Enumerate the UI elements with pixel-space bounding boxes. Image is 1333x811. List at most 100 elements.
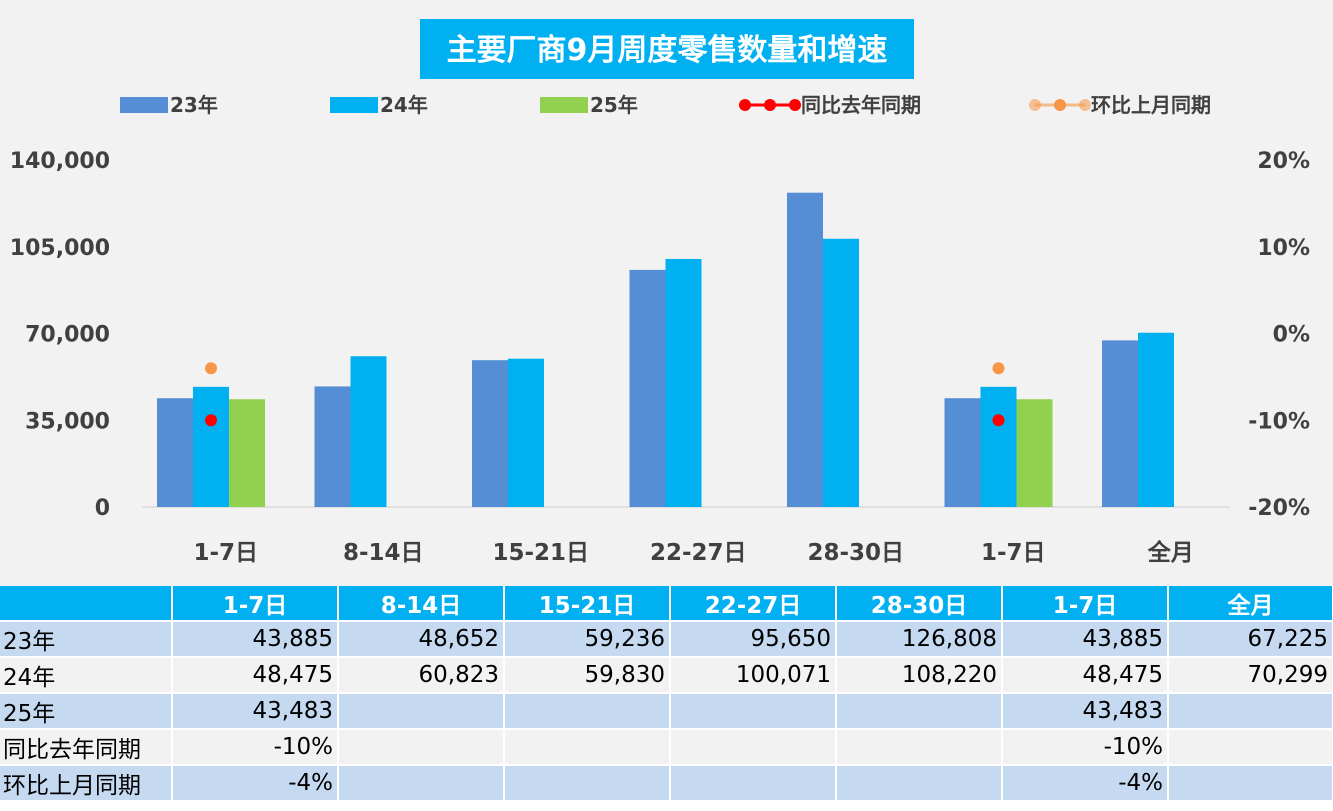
legend-marker (764, 99, 776, 111)
table-cell: 48,475 (172, 657, 339, 694)
table-cell (504, 729, 671, 766)
table-cell: 67,225 (1168, 621, 1333, 658)
table-cell: 126,808 (836, 621, 1003, 658)
legend-marker (1054, 99, 1066, 111)
legend-label: 24年 (380, 93, 428, 117)
table-corner-cell (0, 586, 173, 622)
chart-title: 主要厂商9月周度零售数量和增速 (447, 33, 888, 68)
table-cell (670, 693, 837, 730)
line-point (992, 362, 1005, 375)
table-cell: 59,830 (504, 657, 671, 694)
table-header-cell: 全月 (1168, 586, 1333, 622)
bar (193, 386, 229, 507)
legend-marker (1079, 99, 1091, 111)
bar (314, 386, 351, 507)
bar (665, 258, 702, 507)
table-cell (670, 765, 837, 802)
bar (944, 398, 981, 507)
table-cell: -10% (172, 729, 339, 766)
bar (1138, 332, 1174, 507)
right-axis-tick-label: 20% (1257, 149, 1310, 174)
table-cell (1168, 729, 1333, 766)
table-cell: 48,475 (1002, 657, 1169, 694)
legend-swatch (330, 97, 378, 113)
left-axis-tick-label: 35,000 (25, 409, 110, 434)
table-cell (338, 729, 505, 766)
table-header-row: 1-7日 8-14日 15-21日 22-27日 28-30日 1-7日 全月 (0, 586, 1333, 622)
table-cell: 43,483 (1002, 693, 1169, 730)
right-axis-tick-label: -20% (1248, 496, 1310, 521)
right-axis-tick-label: 10% (1257, 236, 1310, 261)
table-header-cell: 28-30日 (836, 586, 1003, 622)
legend-label: 同比去年同期 (801, 93, 921, 117)
table-header-cell: 1-7日 (1002, 586, 1169, 622)
table-header-cell: 15-21日 (504, 586, 671, 622)
table-cell: 43,483 (172, 693, 339, 730)
table-cell: -4% (172, 765, 339, 802)
left-axis: 0 35,000 70,000 105,000 140,000 (10, 149, 110, 521)
table-cell (504, 765, 671, 802)
legend-swatch (120, 97, 168, 113)
bar (629, 269, 666, 507)
table-cell (836, 693, 1003, 730)
table-row: 同比去年同期 -10% -10% (0, 729, 1333, 766)
table-row: 24年 48,475 60,823 59,830 100,071 108,220 48,47… (0, 657, 1333, 694)
legend-swatch (540, 97, 588, 113)
category-label: 22-27日 (650, 540, 747, 566)
bar (472, 360, 508, 507)
bar (508, 358, 544, 507)
legend-marker (739, 99, 751, 111)
right-axis-tick-label: 0% (1273, 323, 1310, 348)
right-axis: -20% -10% 0% 10% 20% (1248, 149, 1310, 521)
left-axis-tick-label: 0 (95, 496, 110, 521)
table-cell: 60,823 (338, 657, 505, 694)
table-cell (338, 765, 505, 802)
legend-label: 25年 (590, 93, 638, 117)
table-cell: 43,885 (1002, 621, 1169, 658)
right-axis-tick-label: -10% (1248, 409, 1310, 434)
bar (980, 386, 1017, 507)
table-cell (670, 729, 837, 766)
points (205, 362, 1005, 427)
table-row-label: 24年 (0, 657, 173, 694)
table-cell: 48,652 (338, 621, 505, 658)
legend-marker (789, 99, 801, 111)
table-cell (338, 693, 505, 730)
table-header-cell: 22-27日 (670, 586, 837, 622)
category-label: 15-21日 (492, 540, 589, 566)
table-cell: 59,236 (504, 621, 671, 658)
table-row: 25年 43,483 43,483 (0, 693, 1333, 730)
table-cell (504, 693, 671, 730)
table-row-label: 25年 (0, 693, 173, 730)
left-axis-tick-label: 105,000 (10, 236, 110, 261)
table-row-label: 23年 (0, 621, 173, 658)
table-cell (1168, 693, 1333, 730)
table-cell: -4% (1002, 765, 1169, 802)
legend-label: 环比上月同期 (1091, 93, 1211, 117)
table-cell: 95,650 (670, 621, 837, 658)
table-row: 23年 43,885 48,652 59,236 95,650 126,808 43,885… (0, 621, 1333, 658)
bar (787, 192, 823, 507)
table-header-cell: 1-7日 (172, 586, 339, 622)
category-label: 8-14日 (343, 540, 424, 566)
legend-marker (1029, 99, 1041, 111)
table-row: 环比上月同期 -4% -4% (0, 765, 1333, 802)
category-label: 1-7日 (193, 540, 258, 566)
line-point (992, 414, 1005, 427)
table-cell: 43,885 (172, 621, 339, 658)
bar (823, 238, 859, 508)
bar (1016, 399, 1053, 507)
left-axis-tick-label: 70,000 (25, 323, 110, 348)
legend-label: 23年 (170, 93, 218, 117)
bar (157, 398, 193, 507)
table-header-cell: 8-14日 (338, 586, 505, 622)
bar (229, 399, 265, 507)
category-label: 1-7日 (981, 540, 1046, 566)
bar (350, 356, 387, 507)
data-table: 1-7日 8-14日 15-21日 22-27日 28-30日 1-7日 全月 23年 43,8… (0, 586, 1333, 802)
table-row-label: 环比上月同期 (0, 765, 173, 802)
bars (157, 192, 1174, 508)
table-cell (836, 765, 1003, 802)
category-labels: 1-7日 8-14日 15-21日 22-27日 28-30日 1-7日 全月 (193, 539, 1193, 566)
bar (1102, 340, 1138, 507)
